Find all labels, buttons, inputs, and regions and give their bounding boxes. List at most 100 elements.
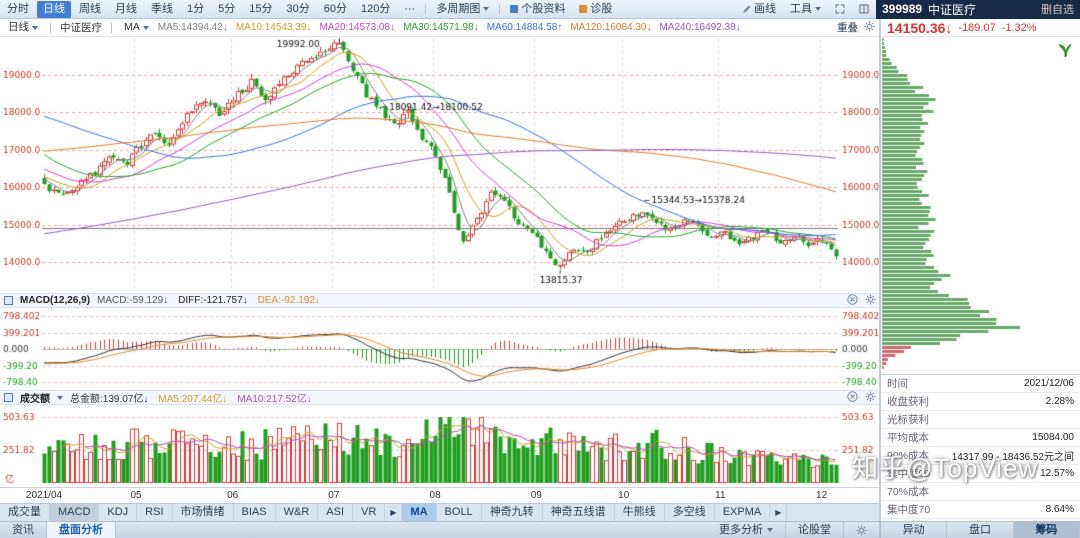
right-panel-tab[interactable]: 异动: [881, 522, 948, 538]
macd-chart[interactable]: [0, 308, 880, 390]
period-tab[interactable]: 5分: [218, 2, 236, 15]
stats-row: 70%成本: [881, 483, 1080, 501]
indicator-tab[interactable]: KDJ: [99, 504, 138, 521]
chevron-down-icon: [767, 528, 773, 532]
bottom-menu[interactable]: 论股堂: [786, 522, 844, 538]
x-axis-label: 11: [715, 490, 726, 501]
ma-value: MA30:14571.98↓: [403, 22, 479, 33]
period-tab[interactable]: 1分: [187, 2, 205, 15]
draw-line-button[interactable]: 画线: [736, 1, 782, 18]
indicator-tab[interactable]: RSI: [137, 504, 173, 521]
chip-distribution-chart[interactable]: [880, 37, 1080, 374]
ma-value: MA60:14884.58↑: [486, 22, 563, 33]
indicator-tab[interactable]: VR: [353, 504, 386, 521]
stock-code: 399989: [882, 2, 923, 16]
multi-period-button[interactable]: 多周期图: [430, 1, 495, 18]
indicator-tab[interactable]: MACD: [50, 504, 100, 521]
indicator-tab[interactable]: BIAS: [234, 504, 276, 521]
overlay-tab[interactable]: 多空线: [665, 504, 715, 521]
x-axis-label: 10: [618, 490, 630, 501]
more-periods-button[interactable]: ···: [404, 2, 416, 15]
period-tab[interactable]: 120分: [361, 2, 391, 15]
overlay-tab[interactable]: 神奇九转: [482, 504, 543, 521]
bottom-bar: 资讯 盘面分析 更多分析 论股堂 异动 盘口 筹码: [0, 521, 1080, 538]
volume-settings-gear[interactable]: [865, 391, 876, 405]
period-tab[interactable]: 日线: [37, 0, 71, 18]
period-tab[interactable]: 15分: [249, 2, 273, 15]
main-candlestick-chart[interactable]: [0, 37, 880, 293]
ma-value: MA5:14394.42↓: [157, 22, 228, 33]
remove-watchlist-button[interactable]: 删自选: [1041, 4, 1074, 16]
indicator-tab[interactable]: 市场情绪: [173, 504, 234, 521]
chart-legend-row: 日线 中证医疗 MA MA5:14394.42↓ MA10:14543.39↓ MA…: [0, 19, 880, 37]
ma-value: MA240:16492.38↓: [659, 22, 741, 33]
period-tab[interactable]: 30分: [286, 2, 310, 15]
chevron-down-icon: [57, 395, 63, 400]
period-tab[interactable]: 周线: [79, 2, 101, 15]
period-tab[interactable]: 分时: [7, 2, 29, 15]
period-tab[interactable]: 季线: [151, 2, 173, 15]
chevron-down-icon: [32, 25, 38, 30]
left-more-arrow[interactable]: ▶: [385, 504, 403, 521]
stats-value: 8.64%: [1045, 504, 1074, 515]
stats-row: 集中度90 12.57%: [881, 465, 1080, 483]
main-settings-gear[interactable]: [864, 21, 875, 35]
indicator-select[interactable]: MA: [122, 19, 151, 36]
overlay-tab[interactable]: EXPMA: [715, 504, 771, 521]
right-panel-tab[interactable]: 筹码: [1013, 522, 1080, 538]
bottom-spacer: [116, 522, 707, 538]
panel-icon[interactable]: [4, 393, 13, 402]
bottom-tab[interactable]: 盘面分析: [47, 522, 116, 538]
macd-settings-gear[interactable]: [865, 294, 876, 308]
expand-button[interactable]: [829, 1, 851, 18]
chevron-down-icon: [483, 7, 490, 11]
legend-divider: [50, 22, 51, 33]
stats-label: 平均成本: [887, 432, 929, 444]
doc-icon: [510, 5, 519, 13]
tools-button[interactable]: 工具: [784, 1, 827, 18]
bottom-settings-gear[interactable]: [844, 522, 880, 538]
overlay-tab[interactable]: MA: [402, 504, 437, 521]
layout-button[interactable]: [853, 1, 875, 18]
stats-row: 收盘获利 2.28%: [881, 393, 1080, 411]
top-toolbar: 分时 日线 周线 月线 季线 1分 5分 15分 30分 60分 120分 ··· 多周期图 个股资…: [0, 0, 1080, 19]
stats-value: 2.28%: [1045, 396, 1074, 407]
bottom-tab[interactable]: 资讯: [0, 522, 47, 538]
right-more-arrow[interactable]: ▶: [770, 504, 788, 521]
ma-value: MA20:14573.08↓: [319, 22, 396, 33]
indicator-tab[interactable]: W&R: [276, 504, 319, 521]
macd-value: MACD:-59.129↓: [97, 295, 169, 306]
right-panel-tab[interactable]: 盘口: [947, 522, 1014, 538]
toolbar-periods: 分时 日线 周线 月线 季线 1分 5分 15分 30分 60分 120分: [0, 0, 397, 18]
period-tab[interactable]: 月线: [115, 2, 137, 15]
diagnose-button[interactable]: 诊股: [573, 1, 618, 18]
overlay-button[interactable]: 重叠: [837, 22, 858, 34]
diagnose-icon: [579, 5, 588, 13]
overlay-tab[interactable]: 神奇五线谱: [543, 504, 615, 521]
volume-close-button[interactable]: [847, 390, 858, 405]
period-tab[interactable]: 60分: [323, 2, 347, 15]
toolbar-divider: [499, 4, 501, 14]
stats-value: 2021/12/06: [1023, 378, 1074, 389]
panel-icon[interactable]: [4, 296, 13, 305]
overlay-tab[interactable]: BOLL: [437, 504, 482, 521]
price-change: -189.07: [958, 21, 996, 34]
volume-value: MA10:217.52亿↓: [237, 394, 312, 405]
close-icon: [847, 390, 858, 402]
volume-value: MA5:207.44亿↓: [158, 394, 228, 405]
x-axis-label: 07: [328, 490, 340, 501]
volume-title[interactable]: 成交额: [20, 394, 50, 405]
x-axis-label: 2021/04: [25, 490, 63, 501]
quote-row: 14150.36↓ -189.07 -1.32%: [880, 19, 1080, 37]
indicator-tab[interactable]: ASI: [318, 504, 353, 521]
stock-info-button[interactable]: 个股资料: [504, 1, 571, 18]
volume-chart[interactable]: [0, 405, 880, 487]
macd-close-button[interactable]: [847, 293, 858, 308]
period-select[interactable]: 日线: [6, 19, 40, 36]
gear-icon: [856, 525, 867, 535]
overlay-tab[interactable]: 牛熊线: [615, 504, 665, 521]
bottom-menu[interactable]: 更多分析: [707, 522, 786, 538]
indicator-tab[interactable]: 成交量: [0, 504, 50, 521]
macd-title[interactable]: MACD(12,26,9): [20, 295, 91, 306]
